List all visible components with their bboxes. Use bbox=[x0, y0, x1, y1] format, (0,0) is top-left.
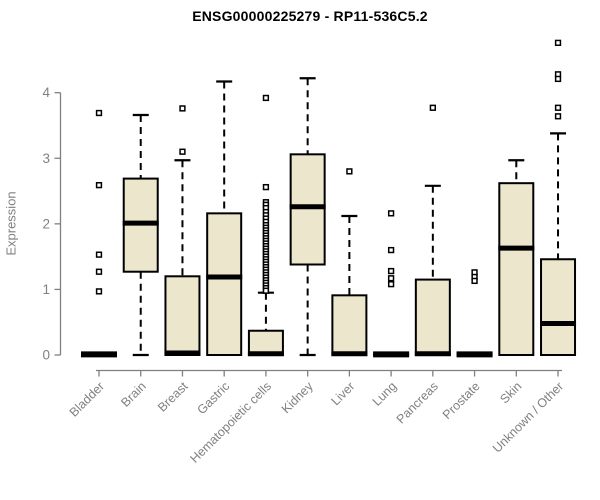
outlier-point bbox=[387, 281, 395, 288]
x-tick-label: Hematopoietic cells bbox=[187, 379, 274, 466]
x-tick-label: Liver bbox=[328, 379, 357, 408]
y-tick-label: 0 bbox=[42, 348, 50, 363]
outlier-point bbox=[262, 287, 270, 294]
chart-title: ENSG00000225279 - RP11-536C5.2 bbox=[192, 8, 428, 24]
outlier-point bbox=[262, 94, 270, 102]
outlier-point bbox=[387, 275, 395, 282]
outlier-point bbox=[471, 277, 478, 285]
box bbox=[247, 329, 284, 357]
outlier-point bbox=[554, 75, 562, 83]
outlier-point bbox=[554, 113, 562, 120]
x-tick-label: Kidney bbox=[279, 379, 316, 416]
y-tick-label: 1 bbox=[42, 282, 50, 297]
x-tick-label: Bladder bbox=[67, 379, 107, 419]
outlier-point bbox=[554, 104, 562, 111]
box bbox=[289, 153, 326, 266]
x-tick-label: Unknown / Other bbox=[490, 379, 566, 455]
outlier-point bbox=[387, 267, 395, 275]
outlier-point bbox=[387, 210, 395, 217]
x-tick-label: Gastric bbox=[194, 379, 232, 417]
y-tick-label: 3 bbox=[42, 151, 50, 166]
x-tick-label: Breast bbox=[155, 379, 191, 415]
box bbox=[540, 258, 577, 357]
outlier-point bbox=[95, 288, 103, 295]
x-tick-label: Pancreas bbox=[394, 379, 441, 426]
x-tick-label: Prostate bbox=[440, 379, 483, 422]
outlier-point bbox=[262, 183, 270, 191]
box bbox=[414, 278, 451, 357]
x-tick-label: Lung bbox=[370, 379, 400, 409]
outlier-point bbox=[387, 246, 395, 254]
outlier-point bbox=[346, 168, 353, 175]
x-tick-label: Brain bbox=[118, 379, 149, 410]
box bbox=[164, 275, 201, 356]
y-tick-label: 4 bbox=[42, 85, 50, 100]
outlier-point bbox=[95, 251, 103, 258]
outlier-point bbox=[95, 181, 103, 189]
outlier-point bbox=[429, 104, 436, 111]
outlier-point bbox=[179, 148, 186, 155]
outlier-point bbox=[95, 109, 103, 117]
y-tick-label: 2 bbox=[42, 216, 50, 231]
outlier-point bbox=[554, 39, 562, 46]
outlier-point bbox=[95, 268, 103, 275]
box bbox=[331, 294, 368, 357]
outlier-point bbox=[179, 105, 186, 112]
x-tick-label: Skin bbox=[497, 379, 524, 406]
box bbox=[498, 182, 535, 356]
box bbox=[206, 212, 243, 356]
